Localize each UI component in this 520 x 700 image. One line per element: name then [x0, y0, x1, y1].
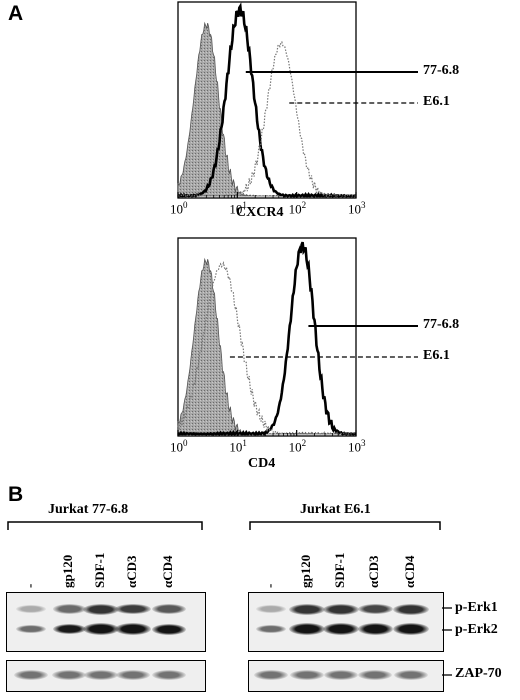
band-p-erk: [323, 623, 359, 635]
band-label-zap70: ZAP-70: [455, 666, 502, 681]
lane-label: αCD4: [160, 555, 175, 588]
band-label-p-erk1: p-Erk1: [455, 600, 498, 615]
band-zap70: [394, 670, 428, 680]
band-p-erk: [16, 624, 46, 634]
legend-label-e6-1-cd4: E6.1: [423, 348, 450, 363]
blot-title-jurkat-e6-1: Jurkat E6.1: [300, 502, 371, 517]
lane-bracket: [249, 521, 441, 530]
tick-label: 101: [229, 438, 247, 455]
blot-zap70-jurkat-77-6-8: [6, 660, 206, 692]
band-p-erk: [393, 623, 429, 635]
lane-label: gp120: [298, 554, 313, 588]
tick-label: 103: [348, 200, 366, 217]
band-zap70: [52, 670, 86, 680]
band-p-erk: [357, 603, 393, 615]
panel-label-b: B: [8, 483, 24, 506]
lane-bracket: [7, 521, 203, 530]
blot-zap70-jurkat-e6-1: [248, 660, 444, 692]
tick-label: 100: [170, 438, 188, 455]
band-p-erk: [256, 605, 286, 613]
band-zap70: [254, 670, 288, 680]
legend-label-77-6-8-cd4: 77-6.8: [423, 317, 460, 332]
band-p-erk: [289, 603, 325, 615]
xlabel-cd4: CD4: [248, 456, 276, 471]
band-p-erk: [16, 605, 46, 613]
blot-p-erk-jurkat-e6-1: [248, 592, 444, 652]
lane-label: αCD3: [124, 555, 139, 588]
band-p-erk: [393, 603, 429, 615]
curve-77-6-8: [177, 241, 357, 436]
histogram-cd4: [177, 237, 418, 437]
band-p-erk: [115, 623, 151, 635]
legend-label-77-6-8-cxcr4: 77-6.8: [423, 63, 460, 78]
lane-label: -: [262, 583, 277, 588]
tick-label: 102: [288, 200, 307, 217]
band-zap70: [14, 670, 48, 680]
band-zap70: [358, 670, 392, 680]
band-p-erk: [323, 603, 359, 615]
tick-label: 100: [170, 200, 188, 217]
band-p-erk: [52, 604, 86, 614]
band-p-erk: [256, 624, 286, 634]
band-p-erk: [289, 623, 325, 635]
curve-e6-1: [177, 40, 357, 198]
panel-label-a: A: [8, 2, 24, 25]
histogram-cxcr4: [177, 1, 418, 199]
band-p-erk: [152, 604, 186, 614]
band-p-erk: [83, 603, 119, 615]
histogram-svg: [177, 1, 418, 437]
band-p-erk: [52, 623, 86, 635]
lane-label: αCD3: [366, 555, 381, 588]
band-p-erk: [152, 623, 186, 635]
band-zap70: [152, 670, 186, 680]
band-p-erk: [83, 623, 119, 635]
tick-label: 102: [288, 438, 307, 455]
xlabel-cxcr4: CXCR4: [236, 205, 284, 220]
tick-label: 101: [229, 200, 247, 217]
lane-label: αCD4: [402, 555, 417, 588]
lane-label: -: [22, 583, 37, 588]
band-p-erk: [115, 603, 151, 615]
curve-e6-1: [177, 260, 357, 435]
tick-label: 103: [348, 438, 366, 455]
band-p-erk: [357, 623, 393, 635]
band-zap70: [290, 670, 324, 680]
lane-label: SDF-1: [92, 552, 107, 588]
legend-label-e6-1-cxcr4: E6.1: [423, 94, 450, 109]
blot-p-erk-jurkat-77-6-8: [6, 592, 206, 652]
blot-title-jurkat-77-6-8: Jurkat 77-6.8: [48, 502, 129, 517]
lane-label: SDF-1: [332, 552, 347, 588]
lane-label: gp120: [60, 554, 75, 588]
band-zap70: [84, 670, 118, 680]
band-label-p-erk2: p-Erk2: [455, 622, 498, 637]
band-zap70: [116, 670, 150, 680]
band-zap70: [324, 670, 358, 680]
